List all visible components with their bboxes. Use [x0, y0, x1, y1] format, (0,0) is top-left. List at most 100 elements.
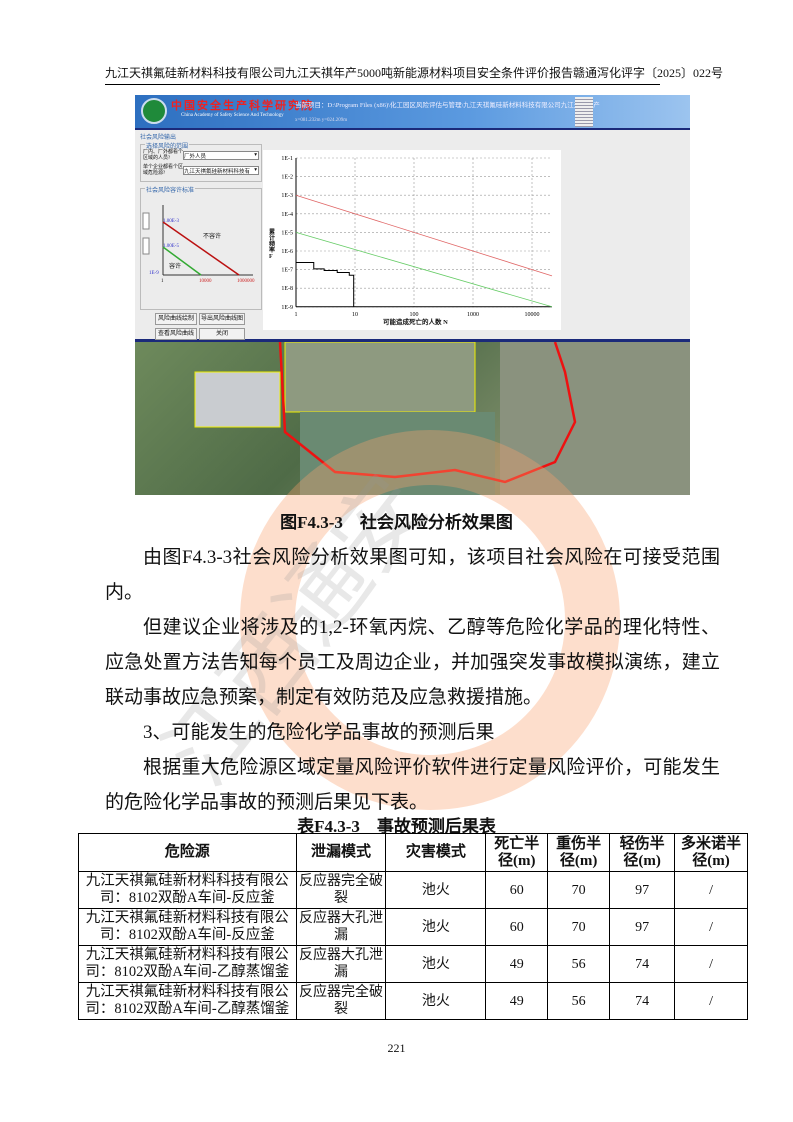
export-curve-button[interactable]: 导出风险曲线图 — [199, 313, 245, 325]
table-cell: 池火 — [385, 908, 487, 946]
criteria-group-label: 社会风险容许标准 — [145, 185, 196, 194]
paragraph: 根据重大危险源区域定量风险评价软件进行定量风险评价，可能发生的危险化学品事故的预… — [105, 757, 720, 813]
table-cell: 九江天祺氟硅新材料科技有限公司：8102双酚A车间-乙醇蒸馏釜 — [78, 945, 297, 983]
table-row: 九江天祺氟硅新材料科技有限公司：8102双酚A车间-乙醇蒸馏釜 反应器大孔泄漏 池火… — [78, 945, 748, 983]
banner-subtitle: China Academy of Safety Science And Tech… — [181, 113, 284, 118]
select2-label: 单个企业都看个区域危险源? — [143, 165, 184, 176]
scope-group-label: 选择风险的范围 — [145, 141, 190, 150]
social-risk-window: 社会风险输出 选择风险的范围 厂内、厂外都看个区域的人员? 厂外人员 ▾ 单个企业… — [135, 128, 690, 342]
y-tick-label: 1E-3 — [281, 193, 293, 199]
y-tick-label: 1E-9 — [281, 305, 293, 311]
col-domino-radius: 多米诺半径(m) — [674, 833, 748, 872]
software-banner: 中国安全生产科学研究院 China Academy of Safety Scie… — [135, 95, 690, 128]
fn-series-2 — [296, 262, 355, 307]
fn-series-0 — [295, 194, 553, 277]
y-tick-label: 1E-5 — [281, 230, 293, 236]
header-title: 九江天祺氟硅新材料科技有限公司九江天祺年产5000吨新能源材料项目安全条件评价报… — [105, 66, 574, 80]
lower-criterion: 1.00E-5 — [163, 244, 179, 249]
unacceptable-line — [162, 221, 240, 276]
window-title: 社会风险输出 — [140, 135, 177, 141]
x-tick-label: 100 — [410, 312, 419, 318]
table-cell: 74 — [609, 982, 676, 1020]
page-header: 九江天祺氟硅新材料科技有限公司九江天祺年产5000吨新能源材料项目安全条件评价报… — [105, 64, 723, 85]
min-criterion: 1E-9 — [149, 271, 159, 276]
dropdown-arrow-icon: ▾ — [254, 152, 257, 158]
label-acceptable: 容许 — [169, 264, 182, 270]
table-cell: 九江天祺氟硅新材料科技有限公司：8102双酚A车间-反应釜 — [78, 871, 297, 909]
table-row: 九江天祺氟硅新材料科技有限公司：8102双酚A车间-反应釜 反应器大孔泄漏 池火 60… — [78, 908, 748, 946]
section-heading: 3、可能发生的危险化学品事故的预测后果 — [143, 722, 495, 743]
draw-curve-button[interactable]: 风险曲线绘制 — [155, 313, 197, 325]
y-tick-label: 1E-4 — [281, 212, 293, 218]
scope-select[interactable]: 厂外人员 ▾ — [183, 151, 259, 160]
x-tick-label: 10000 — [525, 312, 540, 318]
table-cell: 九江天祺氟硅新材料科技有限公司：8102双酚A车间-反应釜 — [78, 908, 297, 946]
table-caption: 表F4.3-3 事故预测后果表 — [297, 817, 496, 836]
table-cell: 56 — [547, 982, 611, 1020]
table-cell: 反应器完全破裂 — [295, 982, 387, 1020]
building-block — [194, 371, 281, 428]
paragraph: 但建议企业将涉及的1,2-环氧丙烷、乙醇等危险化学品的理化特性、应急处置方法告知… — [105, 617, 720, 708]
company-select[interactable]: 九江天祺氟硅新材料科技有 ▾ — [183, 166, 259, 175]
y-tick-label: 1E-8 — [281, 286, 293, 292]
table-cell: / — [674, 945, 748, 983]
col-hazard-source: 危险源 — [78, 833, 297, 872]
table-cell: 池火 — [385, 871, 487, 909]
col-death-radius: 死亡半径(m) — [485, 833, 549, 872]
table-cell: 74 — [609, 945, 676, 983]
acceptable-line — [162, 246, 202, 276]
table-cell: 97 — [609, 871, 676, 909]
paragraph: 由图F4.3-3社会风险分析效果图可知，该项目社会风险在可接受范围内。 — [105, 547, 720, 603]
table-cell: / — [674, 982, 748, 1020]
col-serious-injury-radius: 重伤半径(m) — [547, 833, 611, 872]
scope-group: 选择风险的范围 厂内、厂外都看个区域的人员? 厂外人员 ▾ 单个企业都看个区域危险… — [140, 141, 262, 182]
risk-contour — [278, 341, 577, 484]
dropdown-arrow-icon: ▾ — [254, 167, 257, 173]
close-button[interactable]: 关闭 — [199, 328, 245, 340]
table-cell: 60 — [485, 871, 549, 909]
fn-series-1 — [295, 232, 553, 308]
table-cell: 60 — [485, 908, 549, 946]
col-leak-mode: 泄漏模式 — [295, 833, 387, 872]
col-disaster-mode: 灾害模式 — [385, 833, 487, 872]
banner-title: 中国安全生产科学研究院 — [171, 100, 314, 112]
y-axis-label: 累计频率 F — [269, 230, 276, 260]
label-unacceptable: 不容许 — [203, 234, 222, 240]
col-minor-injury-radius: 轻伤半径(m) — [609, 833, 676, 872]
header-report-number: 赣通泻化评字〔2025〕022号 — [573, 66, 724, 80]
y-tick-label: 1E-1 — [281, 156, 293, 162]
figure-caption: 图F4.3-3 社会风险分析效果图 — [280, 513, 513, 532]
y-tick-label: 1E-7 — [281, 268, 293, 274]
pond — [300, 412, 495, 495]
table-cell: 池火 — [385, 945, 487, 983]
y-tick-label: 1E-6 — [281, 249, 293, 255]
table-cell: 70 — [547, 908, 611, 946]
x-tick-label: 1000 — [467, 312, 479, 318]
criteria-group: 社会风险容许标准 1.00E-3 1.00E-5 1E-9 不容许 容许 1 1… — [140, 185, 262, 310]
neighbor-site — [500, 342, 690, 495]
page-number: 221 — [387, 1041, 406, 1055]
select1-label: 厂内、厂外都看个区域的人员? — [143, 150, 184, 161]
upper-spinner — [142, 212, 150, 230]
x-tick-label: 1 — [295, 312, 298, 318]
upper-criterion: 1.00E-3 — [163, 219, 179, 224]
table-row: 九江天祺氟硅新材料科技有限公司：8102双酚A车间-反应釜 反应器完全破裂 池火 60… — [78, 871, 748, 909]
plant-area — [284, 341, 476, 413]
table-cell: / — [674, 871, 748, 909]
table-row: 九江天祺氟硅新材料科技有限公司：8102双酚A车间-乙醇蒸馏釜 反应器完全破裂 池火… — [78, 982, 748, 1020]
company-select-value: 九江天祺氟硅新材料科技有 — [184, 169, 251, 175]
table-header-row: 危险源 泄漏模式 灾害模式 死亡半径(m) 重伤半径(m) 轻伤半径(m) 多米… — [78, 833, 748, 872]
view-curve-button[interactable]: 查看风险曲线 — [155, 328, 197, 340]
y-tick-label: 1E-2 — [281, 175, 293, 181]
scope-select-value: 厂外人员 — [184, 154, 207, 160]
table-cell: 56 — [547, 945, 611, 983]
table-cell: 九江天祺氟硅新材料科技有限公司：8102双酚A车间-乙醇蒸馏釜 — [78, 982, 297, 1020]
x-axis-label: 可能造成死亡的人数 N — [383, 319, 448, 326]
criteria-diagram — [142, 205, 253, 276]
x-tick-label: 10 — [352, 312, 358, 318]
software-screenshot: 中国安全生产科学研究院 China Academy of Safety Scie… — [135, 95, 690, 495]
table-cell: 97 — [609, 908, 676, 946]
aerial-map — [135, 341, 690, 495]
fn-curve-svg: 1E-1 1E-2 1E-3 1E-4 1E-5 1E-6 1E-7 1E-8 1E-91 10 1… — [281, 156, 553, 318]
table-cell: 反应器大孔泄漏 — [295, 945, 387, 983]
